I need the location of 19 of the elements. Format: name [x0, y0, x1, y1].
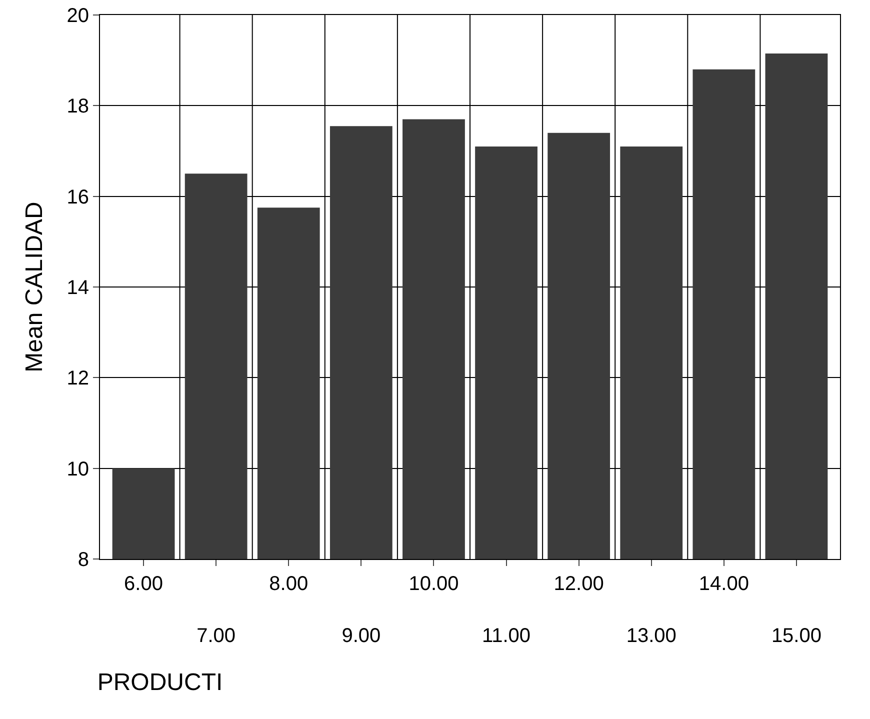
y-tick-label: 12: [66, 368, 89, 390]
x-tick-label: 12.00: [554, 573, 604, 595]
x-axis-title: PRODUCTI: [97, 669, 223, 696]
x-tick-label: 11.00: [482, 625, 531, 647]
x-tick-label: 13.00: [626, 625, 676, 647]
y-tick-label: 10: [66, 458, 89, 480]
x-tick-label: 15.00: [771, 625, 822, 647]
x-tick-label: 14.00: [698, 573, 749, 595]
x-tick-label: 9.00: [342, 625, 381, 647]
x-tick-label: 7.00: [196, 625, 236, 647]
x-tick-label: 10.00: [408, 573, 459, 595]
y-tick-label: 14: [66, 277, 89, 299]
y-tick-label: 16: [66, 186, 89, 208]
y-axis-title: Mean CALIDAD: [21, 202, 48, 372]
x-tick-label: 6.00: [124, 573, 163, 595]
y-tick-label: 8: [78, 549, 89, 571]
x-tick-label: 8.00: [269, 573, 308, 595]
y-tick-label: 18: [66, 96, 89, 118]
y-tick-label: 20: [66, 5, 89, 27]
